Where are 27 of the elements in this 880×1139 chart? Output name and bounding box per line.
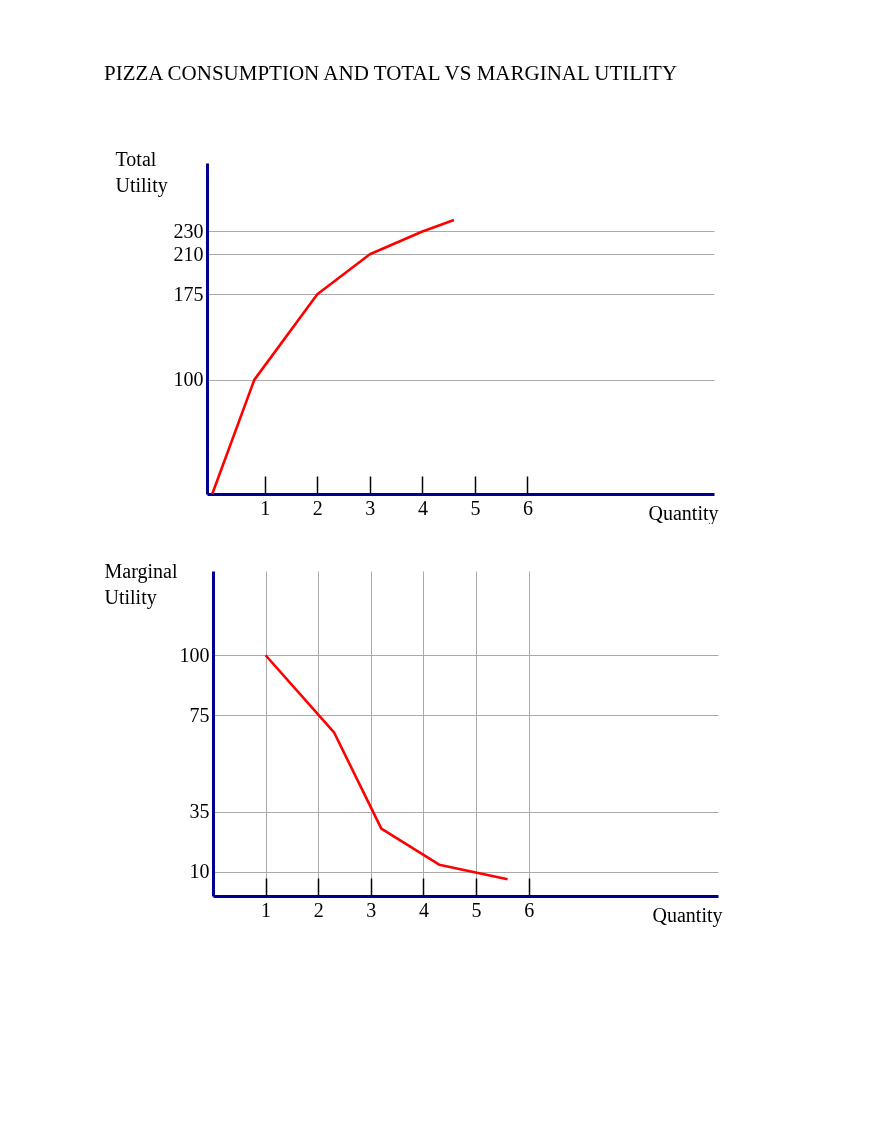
x-tick-label: 1 [260,496,271,519]
y-tick-label: 10 [189,860,210,883]
y-axis-title: Total Utility [115,147,168,197]
x-tick-label: 6 [524,898,535,921]
x-tick-label: 3 [366,898,377,921]
y-tick-label: 210 [173,242,204,265]
x-tick-label: 2 [313,898,324,921]
x-tick-label: 5 [470,496,481,519]
x-axis-title: Quantity [652,903,723,927]
x-tick-label: 3 [365,496,376,519]
y-axis-title: Marginal Utility [104,559,178,609]
x-tick-label: 5 [471,898,482,921]
x-tick-label: 2 [312,496,323,519]
line-series [210,218,456,496]
y-tick-label: 35 [189,800,210,823]
x-tick-label: 6 [522,496,533,519]
x-tick-label: 1 [261,898,272,921]
line-series [264,653,509,881]
x-axis-title: Quantity [648,501,719,525]
y-tick-label: 100 [173,368,204,391]
x-tick-label: 4 [418,898,429,921]
y-tick-label: 100 [179,643,210,666]
x-tick-label: 4 [417,496,428,519]
chart-title: PIZZA CONSUMPTION AND TOTAL VS MARGINAL UTILITY [104,61,678,85]
y-tick-label: 175 [173,282,204,305]
y-tick-label: 75 [189,703,210,726]
y-tick-label: 230 [173,219,204,242]
